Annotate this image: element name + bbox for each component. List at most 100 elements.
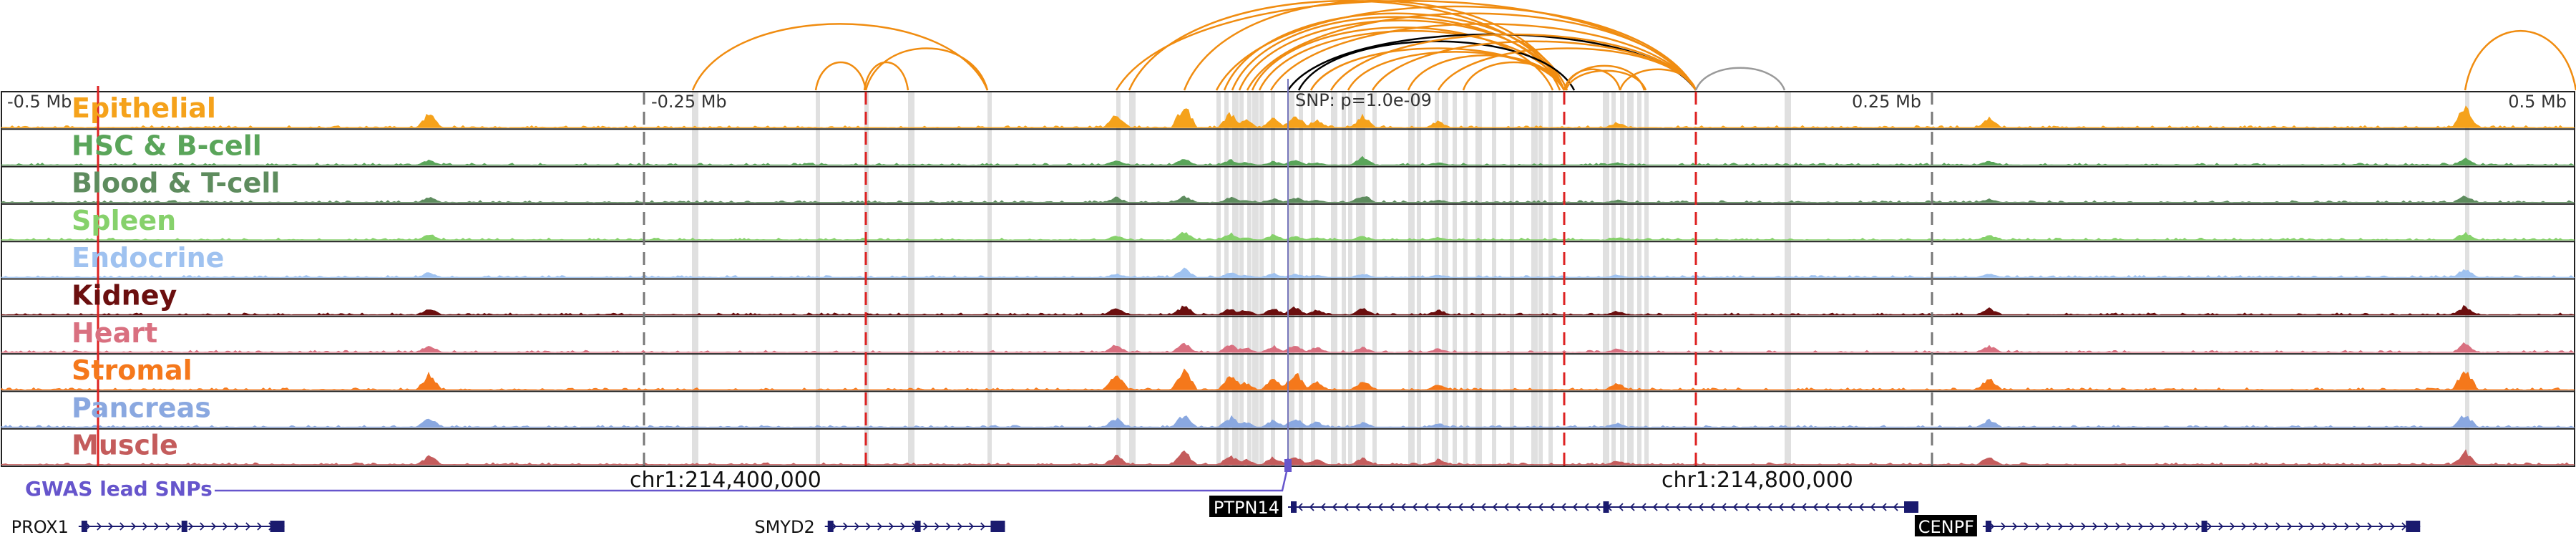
loop-arc xyxy=(864,47,989,91)
strand-arrow xyxy=(245,522,251,531)
exon-block xyxy=(81,521,87,532)
strand-arrow xyxy=(2253,522,2258,531)
strand-arrow xyxy=(1297,503,1303,511)
strand-arrow xyxy=(1366,503,1372,511)
exon-block xyxy=(270,521,285,532)
strand-arrow xyxy=(257,522,263,531)
strand-arrow xyxy=(1595,503,1601,511)
strand-arrow xyxy=(969,522,974,531)
strand-arrow xyxy=(2367,522,2373,531)
strand-arrow xyxy=(2310,522,2316,531)
loop-arc xyxy=(863,61,909,91)
strand-arrow xyxy=(1824,503,1830,511)
strand-arrow xyxy=(843,522,848,531)
loop-arc xyxy=(1231,16,1561,91)
axis-labels: -0.5 Mb -0.25 Mb 0.25 Mb 0.5 Mb SNP: p=1… xyxy=(7,90,2567,112)
strand-arrow xyxy=(1561,503,1566,511)
strand-arrow xyxy=(2344,522,2350,531)
track-label: HSC & B-cell xyxy=(72,130,262,161)
gene-label-ptpn14: PTPN14 xyxy=(1214,498,1279,518)
loop-arc xyxy=(1297,40,1576,91)
loop-arc xyxy=(1619,68,1697,91)
strand-arrow xyxy=(900,522,905,531)
strand-arrow xyxy=(1687,503,1692,511)
exon-block xyxy=(1904,501,1919,513)
strand-arrow xyxy=(2287,522,2293,531)
strand-arrow xyxy=(1526,503,1532,511)
exon-block xyxy=(181,521,187,532)
strand-arrow xyxy=(1835,503,1841,511)
loop-arc xyxy=(691,23,989,91)
gwas-label: GWAS lead SNPs xyxy=(25,477,213,501)
strand-arrow xyxy=(1698,503,1704,511)
strand-arrow xyxy=(223,522,228,531)
exon-block xyxy=(827,521,834,532)
gene-label-bg xyxy=(1914,515,1977,536)
loop-arc xyxy=(1694,67,1786,91)
strand-arrow xyxy=(2401,522,2407,531)
strand-arrow xyxy=(2001,522,2006,531)
strand-arrow xyxy=(1641,503,1646,511)
strand-arrow xyxy=(142,522,148,531)
strand-arrow xyxy=(1549,503,1555,511)
strand-arrow xyxy=(2104,522,2109,531)
strand-arrow xyxy=(1881,503,1887,511)
strand-arrow xyxy=(2046,522,2052,531)
strand-arrow xyxy=(1813,503,1818,511)
strand-arrow xyxy=(2115,522,2121,531)
strand-arrow xyxy=(866,522,871,531)
gene-label-smyd2: SMYD2 xyxy=(754,517,814,537)
strand-arrow xyxy=(1618,503,1624,511)
strand-arrow xyxy=(165,522,171,531)
gene-label-prox1: PROX1 xyxy=(11,517,69,537)
track-labels: Epithelial HSC & B-cell Blood & T-cell Sple… xyxy=(72,92,280,461)
strand-arrow xyxy=(1732,503,1738,511)
strand-arrow xyxy=(1412,503,1418,511)
strand-arrow xyxy=(980,522,985,531)
strand-arrow xyxy=(2092,522,2098,531)
exon-block xyxy=(1603,501,1609,513)
strand-arrow xyxy=(1801,503,1807,511)
strand-arrow xyxy=(2321,522,2327,531)
strand-arrow xyxy=(2012,522,2018,531)
strand-arrow xyxy=(1332,503,1337,511)
strand-arrow xyxy=(2024,522,2029,531)
track-label: Endocrine xyxy=(72,242,224,274)
strand-arrow xyxy=(2230,522,2235,531)
strand-arrow xyxy=(1480,503,1486,511)
gene-label-bg xyxy=(1209,496,1282,517)
strand-arrow xyxy=(97,522,102,531)
boundary-lines xyxy=(97,79,1933,466)
loop-arc xyxy=(2464,30,2576,91)
strand-arrow xyxy=(2241,522,2247,531)
strand-arrow xyxy=(1309,503,1314,511)
strand-arrow xyxy=(1675,503,1681,511)
loop-arc xyxy=(1462,61,1566,91)
strand-arrow xyxy=(1377,503,1383,511)
strand-arrow xyxy=(2195,522,2201,531)
strand-arrow xyxy=(1446,503,1452,511)
coord-label-right: chr1:214,800,000 xyxy=(1662,468,1853,493)
strand-arrow xyxy=(957,522,962,531)
strand-arrow xyxy=(1503,503,1509,511)
strand-arrow xyxy=(154,522,160,531)
strand-arrow xyxy=(1515,503,1521,511)
strand-arrow xyxy=(1492,503,1498,511)
strand-arrow xyxy=(2298,522,2304,531)
track-label: Muscle xyxy=(72,430,178,461)
track-label: Pancreas xyxy=(72,392,211,423)
strand-arrow xyxy=(877,522,882,531)
exon-block xyxy=(1985,521,1991,532)
strand-arrow xyxy=(200,522,205,531)
track-label: Stromal xyxy=(72,355,192,386)
strand-arrow xyxy=(1435,503,1440,511)
exon-block xyxy=(2406,521,2421,532)
strand-arrow xyxy=(923,522,928,531)
track-label: Heart xyxy=(72,317,157,349)
strand-arrow xyxy=(1389,503,1395,511)
loop-arc xyxy=(1223,12,1568,91)
strand-arrow xyxy=(1584,503,1589,511)
loop-arc xyxy=(1183,0,1566,91)
loop-arc xyxy=(1128,0,1566,91)
